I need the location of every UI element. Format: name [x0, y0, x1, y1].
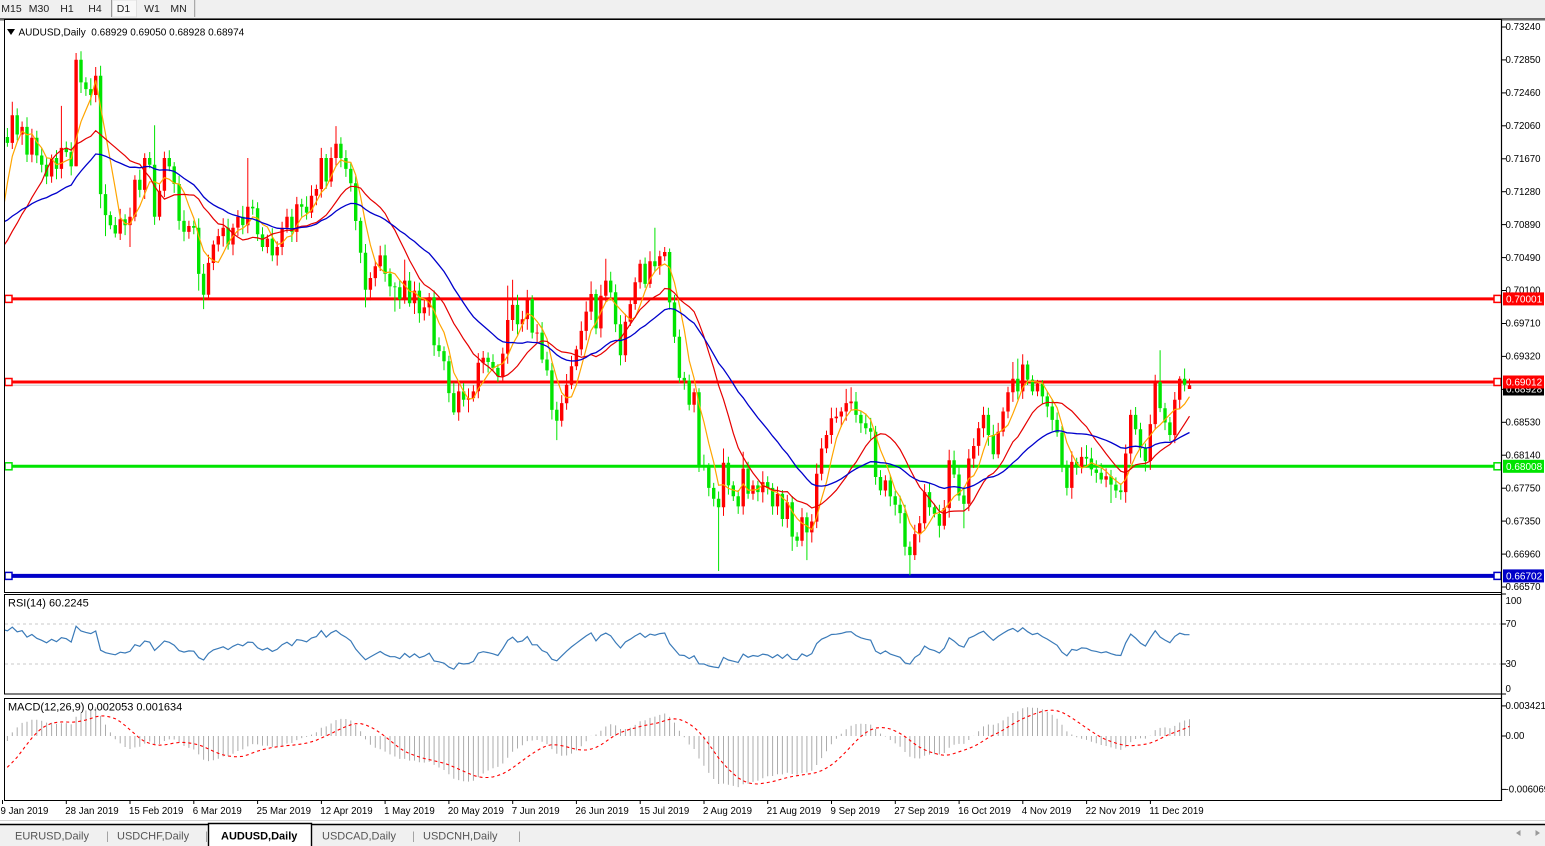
svg-text:2 Aug 2019: 2 Aug 2019	[703, 806, 752, 817]
svg-text:AUDUSD,Daily: AUDUSD,Daily	[221, 831, 298, 843]
svg-text:28 Jan 2019: 28 Jan 2019	[65, 806, 118, 817]
svg-text:25 Mar 2019: 25 Mar 2019	[257, 806, 311, 817]
svg-text:MN: MN	[170, 3, 186, 15]
svg-text:0.69710: 0.69710	[1506, 319, 1542, 330]
svg-text:0.69320: 0.69320	[1506, 352, 1542, 363]
svg-text:|: |	[518, 831, 521, 843]
svg-text:4 Nov 2019: 4 Nov 2019	[1022, 806, 1072, 817]
svg-text:6 Mar 2019: 6 Mar 2019	[193, 806, 242, 817]
svg-text:0.68008: 0.68008	[1506, 462, 1543, 473]
svg-text:0.70890: 0.70890	[1506, 220, 1542, 231]
svg-text:USDCNH,Daily: USDCNH,Daily	[423, 831, 498, 843]
svg-text:0.66702: 0.66702	[1506, 572, 1543, 583]
svg-text:0.68530: 0.68530	[1506, 418, 1542, 429]
svg-text:0.71280: 0.71280	[1506, 187, 1542, 198]
svg-text:100: 100	[1506, 596, 1523, 607]
svg-text:0.72460: 0.72460	[1506, 88, 1542, 99]
svg-text:EURUSD,Daily: EURUSD,Daily	[15, 831, 89, 843]
svg-text:0.69012: 0.69012	[1506, 378, 1543, 389]
svg-text:21 Aug 2019: 21 Aug 2019	[767, 806, 821, 817]
svg-text:12 Apr 2019: 12 Apr 2019	[320, 806, 372, 817]
svg-text:22 Nov 2019: 22 Nov 2019	[1086, 806, 1141, 817]
svg-text:0.66570: 0.66570	[1506, 582, 1542, 593]
svg-text:USDCAD,Daily: USDCAD,Daily	[322, 831, 396, 843]
svg-text:30: 30	[1506, 659, 1517, 670]
svg-text:70: 70	[1506, 619, 1517, 630]
svg-text:USDCHF,Daily: USDCHF,Daily	[117, 831, 190, 843]
svg-text:|: |	[106, 831, 109, 843]
svg-text:15 Jul 2019: 15 Jul 2019	[639, 806, 689, 817]
svg-text:0.70490: 0.70490	[1506, 253, 1542, 264]
svg-text:15 Feb 2019: 15 Feb 2019	[129, 806, 183, 817]
svg-text:H4: H4	[88, 3, 102, 15]
svg-text:7 Jun 2019: 7 Jun 2019	[512, 806, 560, 817]
svg-text:D1: D1	[117, 3, 131, 15]
svg-text:0.71670: 0.71670	[1506, 154, 1542, 165]
svg-text:RSI(14) 60.2245: RSI(14) 60.2245	[8, 598, 89, 610]
svg-text:1 May 2019: 1 May 2019	[384, 806, 435, 817]
svg-text:0.00: 0.00	[1506, 731, 1525, 742]
svg-text:11 Dec 2019: 11 Dec 2019	[1149, 806, 1203, 817]
svg-text:0.68140: 0.68140	[1506, 450, 1542, 461]
svg-text:0.003421: 0.003421	[1506, 701, 1545, 712]
svg-text:AUDUSD,Daily 0.68929 0.69050: AUDUSD,Daily 0.68929 0.69050 0.68928 0.6…	[19, 28, 245, 39]
svg-text:0.67350: 0.67350	[1506, 516, 1542, 527]
svg-text:0.68928: 0.68928	[1506, 385, 1543, 396]
svg-text:M15: M15	[1, 3, 22, 15]
svg-text:W1: W1	[144, 3, 160, 15]
svg-text:0.70001: 0.70001	[1506, 295, 1543, 306]
svg-text:0.67750: 0.67750	[1506, 483, 1542, 494]
svg-text:H1: H1	[60, 3, 74, 15]
svg-text:MACD(12,26,9) 0.002053 0.00163: MACD(12,26,9) 0.002053 0.001634	[8, 702, 182, 714]
svg-text:27 Sep 2019: 27 Sep 2019	[894, 806, 949, 817]
svg-text:-0.006069: -0.006069	[1506, 785, 1545, 796]
svg-text:0.72060: 0.72060	[1506, 121, 1542, 132]
svg-text:|: |	[412, 831, 415, 843]
svg-text:9 Sep 2019: 9 Sep 2019	[831, 806, 881, 817]
svg-text:M30: M30	[29, 3, 50, 15]
svg-text:0.72850: 0.72850	[1506, 55, 1542, 66]
svg-text:0.66960: 0.66960	[1506, 549, 1542, 560]
svg-text:0: 0	[1506, 684, 1512, 695]
svg-text:16 Oct 2019: 16 Oct 2019	[958, 806, 1011, 817]
svg-text:|: |	[205, 831, 208, 843]
svg-text:20 May 2019: 20 May 2019	[448, 806, 504, 817]
svg-text:0.73240: 0.73240	[1506, 22, 1542, 33]
svg-text:26 Jun 2019: 26 Jun 2019	[575, 806, 628, 817]
svg-text:9 Jan 2019: 9 Jan 2019	[1, 806, 49, 817]
svg-text:0.70100: 0.70100	[1506, 286, 1542, 297]
